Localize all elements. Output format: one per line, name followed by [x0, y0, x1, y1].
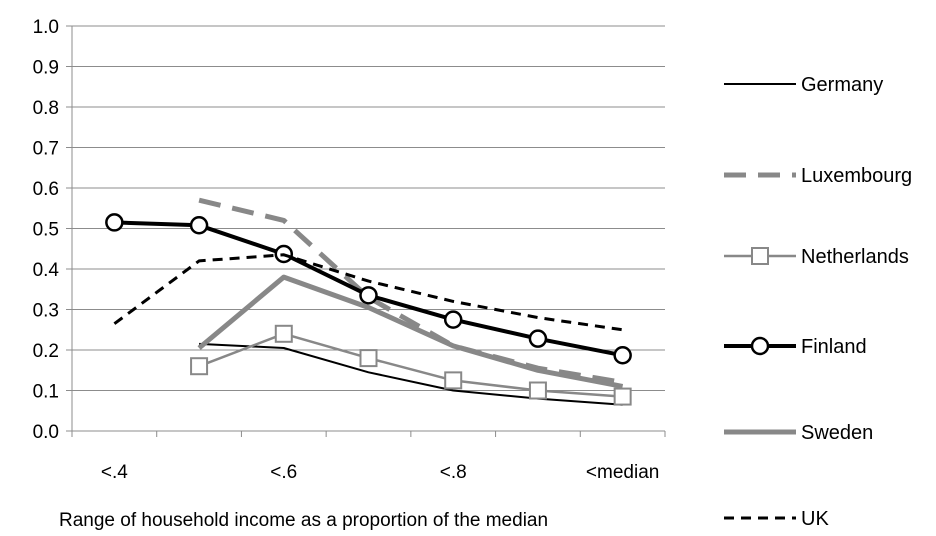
- x-tick-label: <.4: [101, 462, 128, 483]
- series-sweden: [197, 274, 624, 389]
- y-tick-label: 0.4: [33, 260, 60, 281]
- series-finland: [105, 213, 632, 365]
- y-tick-label: 0.0: [33, 422, 59, 443]
- y-tick-label: 0.8: [33, 98, 59, 119]
- data-point: [528, 381, 547, 400]
- legend-label: Netherlands: [801, 246, 909, 268]
- y-axis-ticks: 0.0 0.1 0.2 0.3 0.4 0.5 0.6 0.7 0.8 0.9 1.0: [33, 17, 72, 443]
- x-axis: [71, 26, 666, 437]
- legend-label: Luxembourg: [801, 165, 912, 187]
- data-point: [613, 346, 632, 365]
- data-point: [528, 329, 548, 348]
- legend: Germany Luxembourg Netherlands Finland Swede…: [724, 74, 912, 530]
- data-point: [359, 349, 378, 368]
- series-line: [113, 253, 623, 332]
- y-tick-label: 0.2: [33, 341, 59, 362]
- legend-label: UK: [801, 508, 829, 530]
- data-point: [190, 357, 209, 376]
- series-line: [198, 197, 624, 385]
- data-point: [359, 286, 378, 305]
- legend-marker: [750, 336, 770, 356]
- x-tick-label: <.6: [270, 462, 297, 483]
- y-tick-label: 0.3: [33, 301, 59, 322]
- y-tick-label: 0.6: [33, 179, 59, 200]
- data-point: [189, 216, 209, 235]
- x-axis-label: Range of household income as a proportio…: [59, 510, 548, 531]
- series-luxembourg: [198, 197, 624, 385]
- y-tick-label: 1.0: [33, 17, 59, 38]
- legend-item-finland: Finland: [724, 336, 867, 358]
- series-germany: [199, 342, 623, 406]
- data-point: [444, 371, 463, 390]
- x-tick-label: <.8: [440, 462, 467, 483]
- legend-label: Germany: [801, 74, 883, 96]
- x-tick-label: <median: [586, 462, 659, 483]
- series-netherlands: [190, 324, 632, 406]
- legend-label: Finland: [801, 336, 867, 358]
- legend-item-netherlands: Netherlands: [724, 246, 909, 268]
- data-point: [274, 324, 293, 343]
- series-line: [197, 274, 624, 389]
- legend-item-luxembourg: Luxembourg: [724, 165, 912, 187]
- y-tick-label: 0.7: [33, 139, 59, 160]
- legend-item-uk: UK: [724, 508, 829, 530]
- legend-item-sweden: Sweden: [724, 422, 873, 444]
- data-point: [613, 387, 632, 406]
- series-lines: [105, 197, 632, 406]
- gridlines: [72, 25, 665, 391]
- legend-item-germany: Germany: [724, 74, 883, 96]
- y-tick-label: 0.1: [33, 382, 59, 403]
- series-line: [198, 332, 623, 398]
- legend-label: Sweden: [801, 422, 873, 444]
- data-point: [443, 310, 463, 329]
- y-tick-label: 0.9: [33, 58, 59, 79]
- data-point: [105, 213, 124, 232]
- x-axis-ticks: <.4 <.6 <.8 <median: [101, 462, 659, 483]
- series-line: [199, 342, 623, 406]
- series-uk: [113, 253, 623, 332]
- legend-marker: [751, 247, 769, 265]
- y-tick-label: 0.5: [33, 220, 59, 241]
